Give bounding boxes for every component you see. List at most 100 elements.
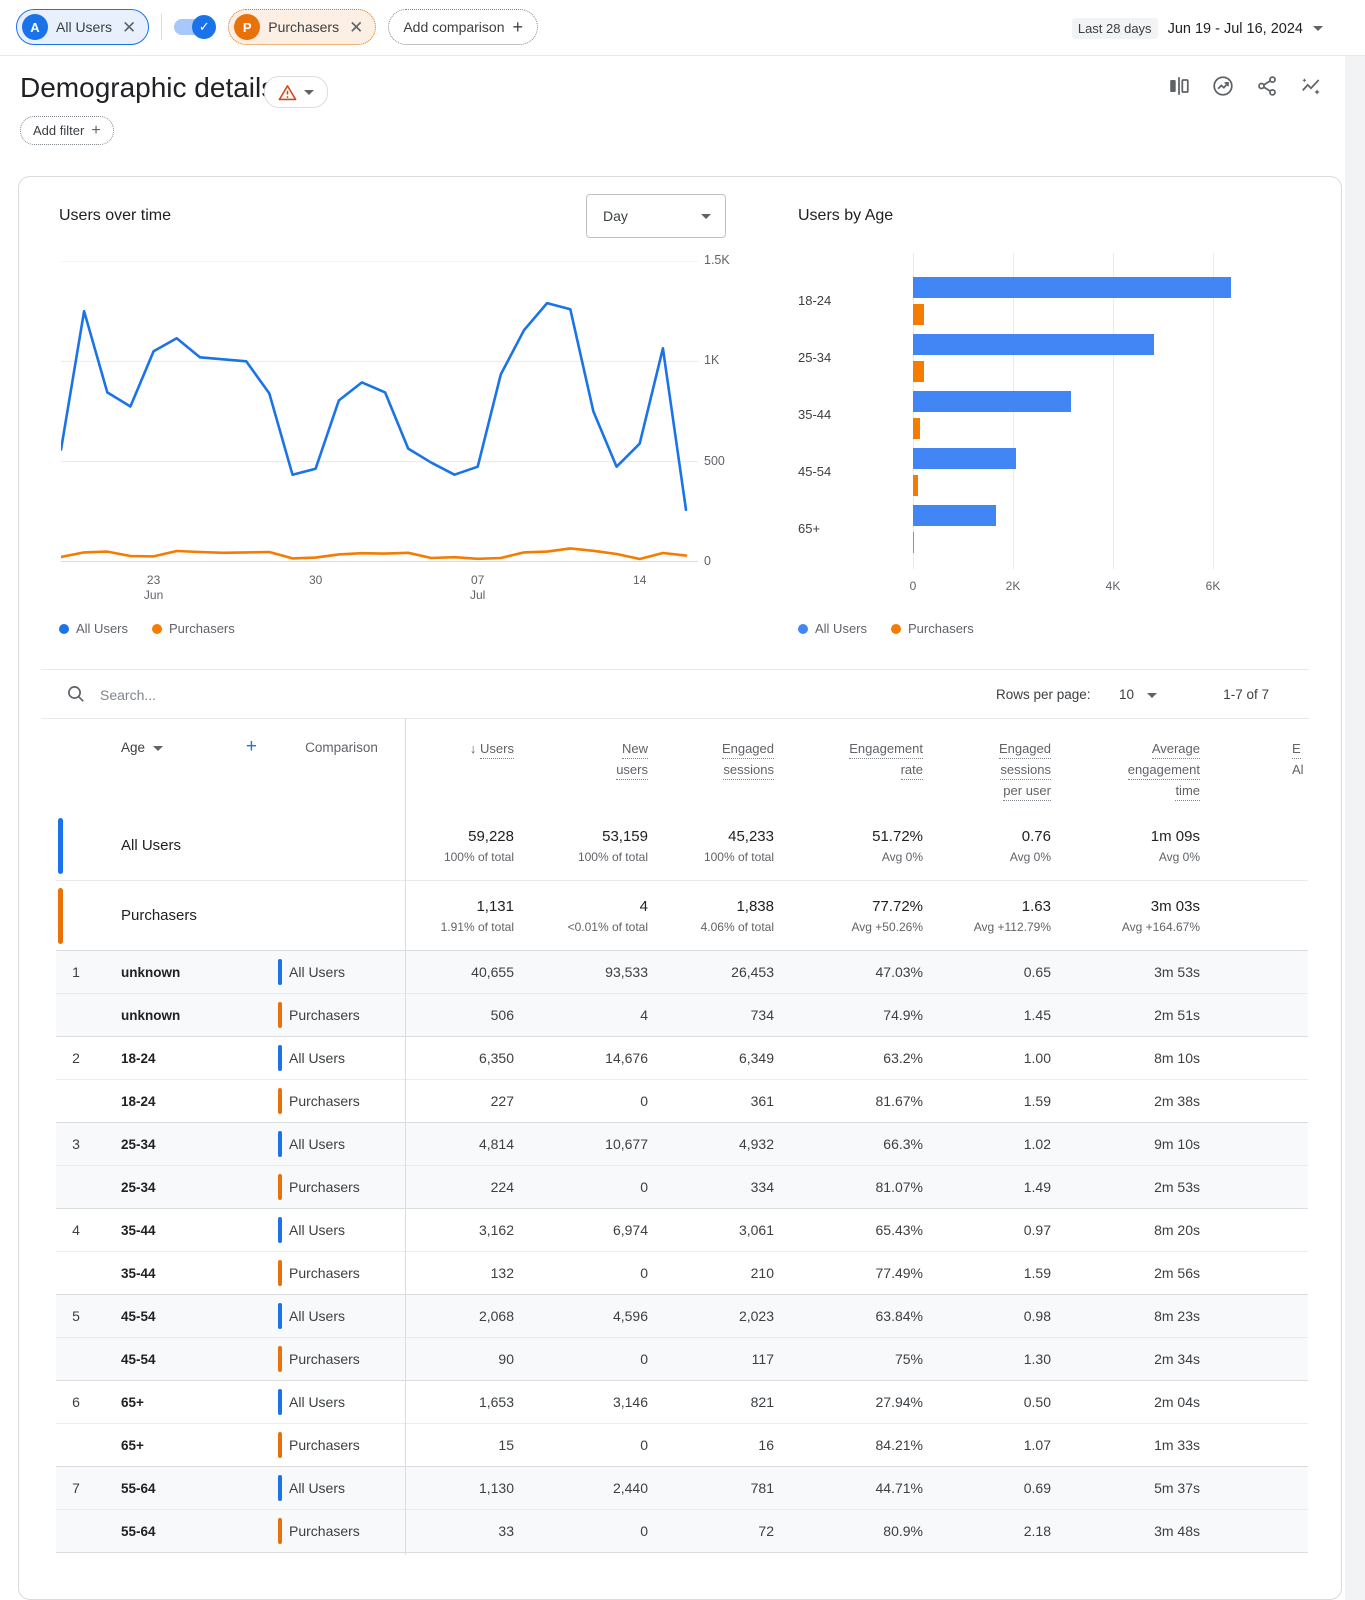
row-number-cell [56,1338,96,1380]
share-icon[interactable] [1255,74,1279,98]
all-users-chip[interactable]: A All Users ✕ [16,9,150,45]
all-users-chip-label: All Users [56,19,113,35]
metric-cell: 0 [640,1093,648,1109]
segment-label: Purchasers [289,1007,360,1023]
pagination-status: 1-7 of 7 [1223,687,1269,702]
metric-cell: 0.50 [1023,1394,1051,1410]
metric-cell: 93,533 [605,964,648,980]
table-row: 5 45-54 All Users 2,068 4,596 2,023 63.84% 0.98… [56,1295,1308,1338]
metric-cell: 65.43% [875,1222,923,1238]
metric-cell: 16 [758,1437,774,1453]
users-over-time-chart [61,261,698,562]
segment-label: Purchasers [289,1179,360,1195]
metric-cell: 781 [750,1480,774,1496]
comparison-cell: Purchasers [271,1252,405,1294]
data-quality-button[interactable] [264,76,328,108]
summary-value: 59,228 [468,827,514,845]
metric-cell: 14,676 [605,1050,648,1066]
summary-metric-cell [1200,811,1308,880]
age-cell: unknown [121,965,181,980]
scrollbar-track[interactable] [1345,56,1365,1600]
summary-subtext: 4.06% of total [700,919,774,934]
close-icon[interactable]: ✕ [349,17,364,37]
column-header-engaged[interactable]: Engaged sessions [648,718,774,811]
row-number-cell: 3 [72,1136,80,1152]
metric-cell: 1.59 [1023,1265,1051,1281]
metric-cell: 6,350 [478,1050,514,1066]
metric-cell: 132 [490,1265,514,1281]
bar-category-label: 45-54 [798,464,832,479]
metric-cell: 0 [640,1437,648,1453]
chevron-down-icon[interactable] [153,746,164,751]
plus-icon: + [91,121,101,139]
summary-metric-cell: 1.63 Avg +112.79% [923,881,1051,950]
insights-icon[interactable] [1211,74,1235,98]
summary-subtext: 100% of total [577,849,648,864]
chevron-down-icon[interactable] [1147,693,1157,698]
comparison-toggle[interactable]: ✓ [174,14,217,40]
metric-cell: 10,677 [605,1136,648,1152]
comparison-header-cell: Comparison [271,718,405,811]
segment-accent-bar [278,1045,282,1071]
report-toolbar-icons [1167,74,1323,98]
metric-cell: 2,068 [478,1308,514,1324]
column-header-engagement[interactable]: Engagement rate [774,718,923,811]
comparison-cell: Purchasers [271,994,405,1036]
interval-select[interactable]: Day [586,194,726,238]
add-dimension-button[interactable]: + [245,736,257,757]
row-number-cell [56,994,96,1036]
gridline [1113,253,1114,569]
column-header-e[interactable]: E Al [1200,718,1308,811]
purchasers-chip[interactable]: P Purchasers ✕ [228,9,377,45]
all-users-avatar: A [22,14,48,40]
column-header-average[interactable]: Average engagement time [1051,718,1200,811]
summary-value: 1.63 [1021,897,1051,915]
metric-cell: 1.59 [1023,1093,1051,1109]
summary-metric-cell: 0.76 Avg 0% [923,811,1051,880]
metric-cell: 1,130 [478,1480,514,1496]
search-input[interactable] [98,679,422,711]
rows-per-page-select[interactable]: 10 [1119,687,1135,702]
metric-cell: 227 [490,1093,514,1109]
metric-cell: 1m 33s [1154,1437,1200,1453]
column-header-users[interactable]: ↓ Users [405,718,514,811]
age-dimension-dropdown[interactable]: Age [121,740,146,755]
line-series-purchasers [61,547,688,561]
age-cell: 65+ [121,1438,144,1453]
metric-cell: 0.65 [1023,964,1051,980]
metric-cell: 1.30 [1023,1351,1051,1367]
age-cell: 45-54 [121,1309,156,1324]
close-icon[interactable]: ✕ [122,17,137,37]
add-filter-button[interactable]: Add filter + [20,116,114,145]
metric-cell: 4,814 [478,1136,514,1152]
metric-cell: 74.9% [883,1007,923,1023]
column-header-text: New [621,740,648,759]
summary-metric-cell: 77.72% Avg +50.26% [774,881,923,950]
column-header-new[interactable]: New users [514,718,648,811]
bar-category-label: 18-24 [798,293,832,308]
row-number-cell [56,1424,96,1466]
comparison-cell: All Users [271,1123,405,1165]
column-header-text: Engaged [721,740,774,759]
summary-value: 45,233 [728,827,774,845]
comparison-cell: Purchasers [271,1338,405,1380]
date-range-selector[interactable]: Last 28 days Jun 19 - Jul 16, 2024 [1071,18,1323,39]
metric-cell: 0 [640,1179,648,1195]
metric-cell [1200,1381,1308,1423]
metric-cell: 210 [750,1265,774,1281]
column-header-engaged[interactable]: Engaged sessions per user [923,718,1051,811]
chip-divider [161,14,163,40]
comparison-cell: Purchasers [271,1166,405,1208]
metric-cell: 821 [750,1394,774,1410]
segment-accent-bar [278,1174,282,1200]
interval-select-value: Day [603,208,628,224]
add-comparison-button[interactable]: Add comparison + [388,9,539,45]
metric-cell: 1.00 [1023,1050,1051,1066]
ab-compare-icon[interactable] [1167,74,1191,98]
segment-label: All Users [289,1222,346,1238]
segment-label: Purchasers [289,1265,360,1281]
metric-cell: 4 [640,1007,648,1023]
trend-sparkle-icon[interactable] [1299,74,1323,98]
segment-accent-bar [278,1346,282,1372]
metric-cell [1200,1510,1308,1552]
